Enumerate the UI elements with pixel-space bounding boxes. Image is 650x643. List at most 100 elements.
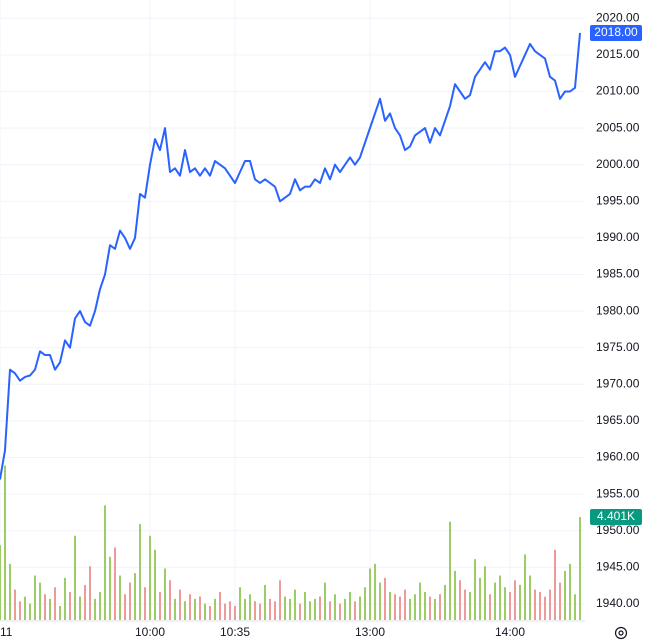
- volume-bar: [559, 582, 561, 620]
- volume-bar: [534, 589, 536, 620]
- volume-bar: [24, 596, 26, 620]
- x-tick-label: 10:35: [220, 625, 250, 639]
- volume-bar: [294, 589, 296, 620]
- volume-bar: [69, 591, 71, 620]
- volume-bar: [574, 594, 576, 620]
- volume-bar: [579, 517, 581, 620]
- volume-bar: [249, 594, 251, 620]
- badge-box: [590, 24, 642, 41]
- volume-bar: [349, 591, 351, 620]
- volume-bar: [39, 582, 41, 620]
- price-badge: 2018.00: [590, 24, 642, 41]
- volume-bar: [209, 605, 211, 620]
- volume-bar: [0, 545, 1, 620]
- volume-bar: [124, 594, 126, 620]
- volume-bar: [199, 596, 201, 620]
- volume-bar: [544, 596, 546, 620]
- volume-bar: [454, 570, 456, 620]
- y-tick-label: 1960.00: [596, 450, 640, 464]
- volume-bar: [104, 505, 106, 620]
- y-tick-label: 1985.00: [596, 267, 640, 281]
- volume-bar: [254, 601, 256, 620]
- volume-bar: [479, 577, 481, 620]
- volume-bar: [264, 584, 266, 620]
- volume-bar: [519, 584, 521, 620]
- volume-bar: [529, 575, 531, 620]
- volume-bar: [524, 554, 526, 620]
- badge-box: [590, 509, 642, 526]
- volume-bar: [499, 575, 501, 620]
- volume-bar: [224, 603, 226, 620]
- y-tick-label: 1940.00: [596, 596, 640, 610]
- volume-bar: [484, 566, 486, 620]
- volume-bar: [334, 594, 336, 620]
- volume-bar: [169, 580, 171, 620]
- y-tick-label: 2010.00: [596, 84, 640, 98]
- volume-bar: [299, 603, 301, 620]
- volume-bar: [139, 524, 141, 620]
- volume-bar: [464, 589, 466, 620]
- volume-bar: [439, 594, 441, 620]
- volume-bar: [339, 603, 341, 620]
- volume-bar: [234, 605, 236, 620]
- volume-bar: [304, 591, 306, 620]
- volume-bar: [409, 598, 411, 620]
- volume-bar: [219, 591, 221, 620]
- volume-bar: [369, 568, 371, 620]
- y-tick-label: 1995.00: [596, 193, 640, 207]
- volume-bar: [569, 563, 571, 620]
- volume-bar: [394, 594, 396, 620]
- volume-bar: [154, 549, 156, 620]
- volume-bar: [239, 587, 241, 620]
- settings-icon[interactable]: [614, 626, 628, 640]
- badge-label: 2018.00: [594, 25, 638, 39]
- x-tick-label: 11: [0, 625, 13, 639]
- volume-bar: [364, 587, 366, 620]
- volume-bar: [19, 601, 21, 620]
- volume-bar: [384, 577, 386, 620]
- volume-bar: [114, 547, 116, 620]
- badge-label: 4.401K: [597, 509, 635, 523]
- volume-bar: [244, 598, 246, 620]
- volume-bar: [99, 591, 101, 620]
- volume-bar: [414, 594, 416, 620]
- volume-bar: [359, 596, 361, 620]
- y-tick-label: 2015.00: [596, 47, 640, 61]
- volume-bar: [514, 580, 516, 620]
- volume-bar: [14, 589, 16, 620]
- volume-bar: [379, 582, 381, 620]
- volume-bar: [539, 591, 541, 620]
- volume-bar: [494, 582, 496, 620]
- volume-bar: [474, 559, 476, 620]
- volume-bar: [289, 598, 291, 620]
- volume-bar: [509, 591, 511, 620]
- volume-bar: [159, 591, 161, 620]
- volume-bar: [214, 598, 216, 620]
- y-tick-label: 1970.00: [596, 376, 640, 390]
- volume-bar: [204, 603, 206, 620]
- volume-bar: [149, 535, 151, 620]
- volume-bar: [324, 582, 326, 620]
- x-tick-label: 10:00: [135, 625, 165, 639]
- x-tick-label: 14:00: [495, 625, 525, 639]
- volume-bar: [89, 566, 91, 620]
- volume-bar: [109, 556, 111, 620]
- volume-bar: [279, 580, 281, 620]
- volume-bar: [164, 568, 166, 620]
- volume-bar: [329, 601, 331, 620]
- volume-bar: [564, 570, 566, 620]
- volume-bar: [469, 591, 471, 620]
- volume-bar: [459, 580, 461, 620]
- volume-bar: [179, 589, 181, 620]
- volume-bar: [374, 563, 376, 620]
- volume-bar: [504, 587, 506, 620]
- volume-bar: [94, 598, 96, 620]
- volume-bar: [174, 598, 176, 620]
- volume-bar: [314, 598, 316, 620]
- volume-bar: [134, 573, 136, 620]
- volume-bar: [129, 582, 131, 620]
- price-line: [0, 32, 581, 480]
- grid: [0, 0, 585, 620]
